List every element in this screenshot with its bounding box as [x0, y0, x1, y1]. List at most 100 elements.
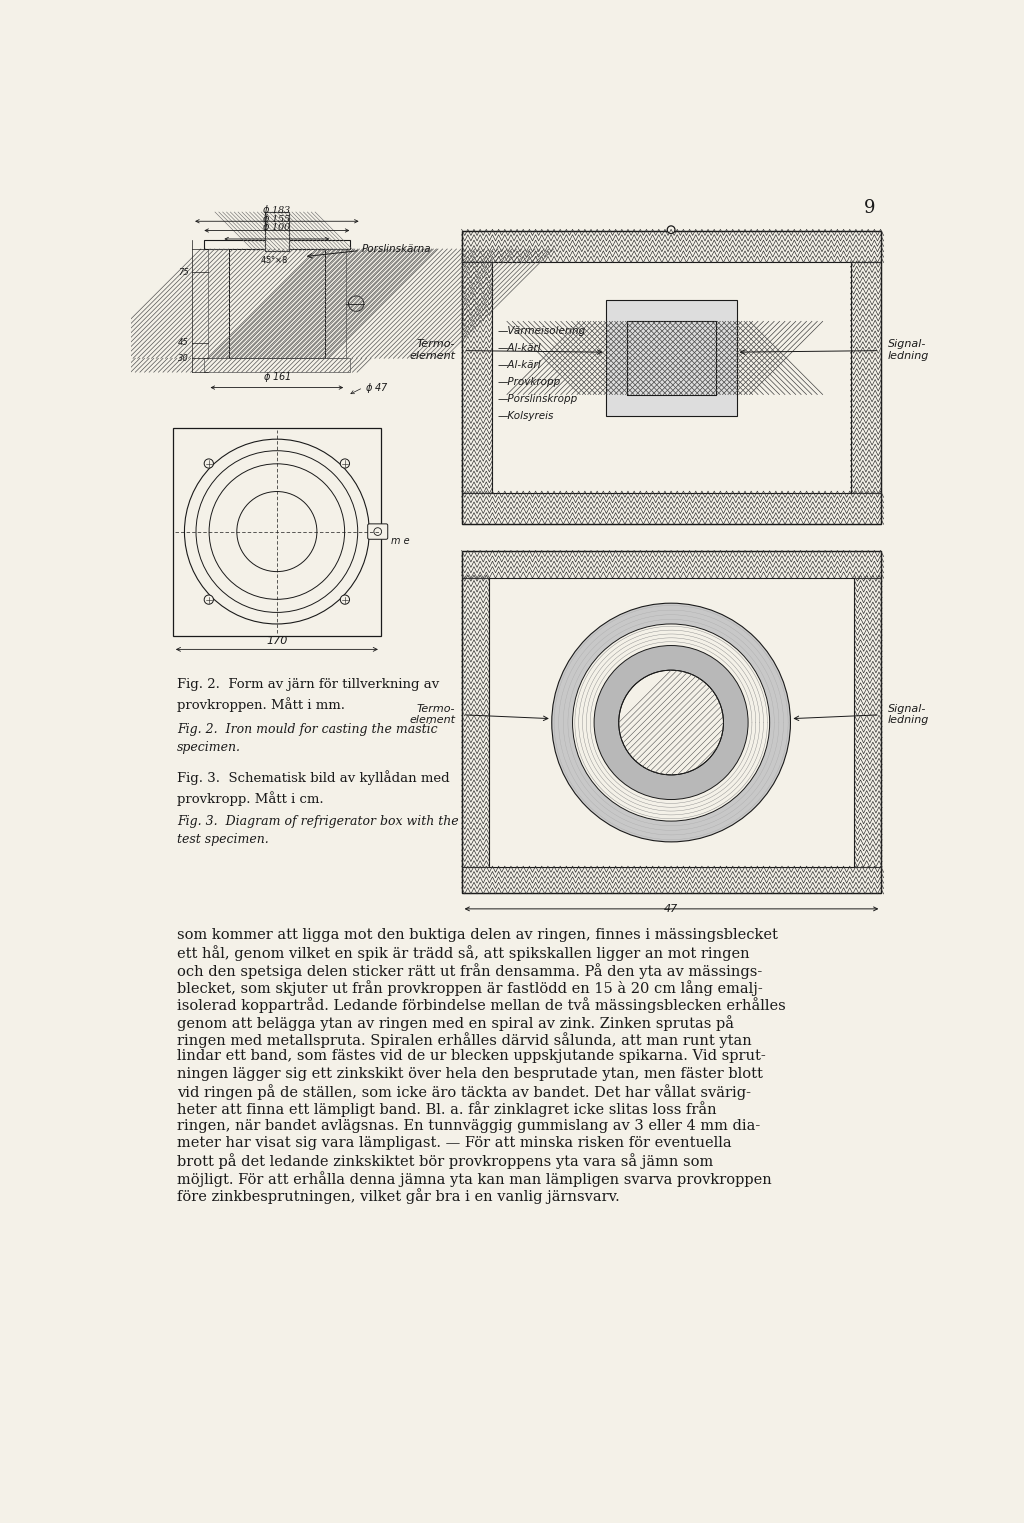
Text: 170: 170: [266, 635, 288, 646]
Text: och den spetsiga delen sticker rätt ut från densamma. På den yta av mässings-: och den spetsiga delen sticker rätt ut f…: [177, 963, 762, 979]
Text: blecket, som skjuter ut från provkroppen är fastlödd en 15 à 20 cm lång emalj-: blecket, som skjuter ut från provkroppen…: [177, 981, 763, 996]
Bar: [488, 577, 854, 867]
Bar: [462, 262, 493, 493]
Bar: [462, 867, 882, 894]
Bar: [851, 262, 882, 493]
Text: vid ringen på de ställen, som icke äro täckta av bandet. Det har vållat svärig-: vid ringen på de ställen, som icke äro t…: [177, 1084, 751, 1100]
Bar: [462, 577, 488, 867]
Text: 30: 30: [178, 353, 189, 362]
Text: $\phi$ 100: $\phi$ 100: [262, 221, 292, 235]
Text: Fig. 3.  Diagram of refrigerator box with the
test specimen.: Fig. 3. Diagram of refrigerator box with…: [177, 815, 459, 845]
Text: som kommer att ligga mot den buktiga delen av ringen, finnes i mässingsblecket: som kommer att ligga mot den buktiga del…: [177, 928, 777, 943]
Text: genom att belägga ytan av ringen med en spiral av zink. Zinken sprutas på: genom att belägga ytan av ringen med en …: [177, 1014, 734, 1031]
Text: —Al-kärl: —Al-kärl: [497, 343, 541, 353]
Text: —Kolsyreis: —Kolsyreis: [497, 411, 553, 420]
Bar: [264, 212, 289, 250]
Circle shape: [594, 646, 749, 800]
Text: 47: 47: [664, 905, 678, 914]
Circle shape: [204, 595, 213, 605]
Bar: [229, 248, 325, 358]
Text: heter att finna ett lämpligt band. Bl. a. får zinklagret icke slitas loss från: heter att finna ett lämpligt band. Bl. a…: [177, 1101, 717, 1118]
Bar: [173, 428, 381, 635]
Text: ledning: ledning: [888, 350, 929, 361]
Bar: [264, 212, 289, 250]
Bar: [628, 321, 716, 394]
Text: Termo-: Termo-: [417, 340, 456, 349]
Text: 45: 45: [178, 338, 189, 347]
Circle shape: [340, 595, 349, 605]
Text: element: element: [410, 350, 456, 361]
Text: ett hål, genom vilket en spik är trädd så, att spikskallen ligger an mot ringen: ett hål, genom vilket en spik är trädd s…: [177, 946, 750, 961]
Text: Fig. 2.  Form av järn för tillverkning av
provkroppen. Mått i mm.: Fig. 2. Form av järn för tillverkning av…: [177, 678, 439, 711]
Bar: [462, 262, 493, 493]
Text: isolerad koppartråd. Ledande förbindelse mellan de två mässingsblecken erhålles: isolerad koppartråd. Ledande förbindelse…: [177, 998, 785, 1013]
FancyBboxPatch shape: [368, 524, 388, 539]
Text: brott på det ledande zinkskiktet bör provkroppens yta vara så jämn som: brott på det ledande zinkskiktet bör pro…: [177, 1153, 713, 1170]
Bar: [325, 248, 346, 358]
Circle shape: [668, 225, 675, 233]
Text: ringen med metallspruta. Spiralen erhålles därvid sålunda, att man runt ytan: ringen med metallspruta. Spiralen erhåll…: [177, 1033, 752, 1048]
Text: —Porslinskropp: —Porslinskropp: [497, 394, 578, 404]
Text: 9: 9: [864, 200, 876, 218]
Bar: [493, 262, 851, 493]
Text: $\phi$ 161: $\phi$ 161: [262, 370, 291, 384]
Bar: [605, 300, 737, 416]
Text: 75: 75: [178, 268, 189, 277]
Bar: [204, 239, 350, 248]
Text: Fig. 3.  Schematisk bild av kyllådan med
provkropp. Mått i cm.: Fig. 3. Schematisk bild av kyllådan med …: [177, 771, 450, 806]
Text: ringen, när bandet avlägsnas. En tunnväggig gummislang av 3 eller 4 mm dia-: ringen, när bandet avlägsnas. En tunnväg…: [177, 1119, 760, 1133]
Text: Signal-: Signal-: [888, 340, 926, 349]
Text: möjligt. För att erhålla denna jämna yta kan man lämpligen svarva provkroppen: möjligt. För att erhålla denna jämna yta…: [177, 1171, 771, 1186]
Text: Termo-: Termo-: [417, 704, 456, 714]
Bar: [854, 577, 882, 867]
Bar: [462, 493, 882, 524]
Bar: [208, 248, 229, 358]
Text: $\phi$ 47: $\phi$ 47: [366, 381, 389, 394]
Bar: [325, 248, 346, 358]
Circle shape: [572, 624, 770, 821]
Bar: [851, 262, 882, 493]
Bar: [462, 231, 882, 524]
Text: Porslinskärna: Porslinskärna: [361, 244, 431, 254]
Text: meter har visat sig vara lämpligast. — För att minska risken för eventuella: meter har visat sig vara lämpligast. — F…: [177, 1136, 731, 1150]
Bar: [628, 321, 716, 394]
Circle shape: [184, 439, 370, 624]
Bar: [208, 248, 229, 358]
Text: före zinkbesprutningen, vilket går bra i en vanlig järnsvarv.: före zinkbesprutningen, vilket går bra i…: [177, 1188, 620, 1203]
Bar: [462, 551, 882, 577]
Circle shape: [209, 465, 345, 600]
Bar: [628, 321, 716, 394]
Circle shape: [374, 528, 382, 536]
Text: m e: m e: [391, 536, 410, 545]
Bar: [628, 321, 716, 394]
Bar: [854, 577, 882, 867]
Bar: [462, 231, 882, 262]
Bar: [462, 577, 488, 867]
Circle shape: [196, 451, 357, 612]
Text: —Värmeisolering: —Värmeisolering: [497, 326, 586, 337]
Circle shape: [348, 295, 364, 311]
Text: element: element: [410, 716, 456, 725]
Text: Signal-: Signal-: [888, 704, 926, 714]
Bar: [204, 358, 350, 372]
Text: lindar ett band, som fästes vid de ur blecken uppskjutande spikarna. Vid sprut-: lindar ett band, som fästes vid de ur bl…: [177, 1049, 766, 1063]
Text: $\phi$ 183: $\phi$ 183: [262, 203, 292, 216]
Circle shape: [204, 458, 213, 468]
Text: ledning: ledning: [888, 716, 929, 725]
Text: $45°{\times}8$: $45°{\times}8$: [260, 254, 289, 265]
Bar: [204, 358, 350, 372]
Bar: [462, 551, 882, 894]
Circle shape: [552, 603, 791, 842]
Circle shape: [237, 492, 316, 571]
Circle shape: [340, 458, 349, 468]
Bar: [628, 321, 716, 394]
Bar: [462, 493, 882, 524]
Text: $\phi$ 155: $\phi$ 155: [262, 212, 292, 225]
Text: Fig. 2.  Iron mould for casting the mastic
specimen.: Fig. 2. Iron mould for casting the masti…: [177, 722, 437, 754]
Text: —Al-kärl: —Al-kärl: [497, 361, 541, 370]
Circle shape: [618, 670, 724, 775]
Bar: [264, 212, 289, 250]
Text: ningen lägger sig ett zinkskikt över hela den besprutade ytan, men fäster blott: ningen lägger sig ett zinkskikt över hel…: [177, 1066, 763, 1081]
Bar: [462, 551, 882, 577]
Bar: [462, 867, 882, 894]
